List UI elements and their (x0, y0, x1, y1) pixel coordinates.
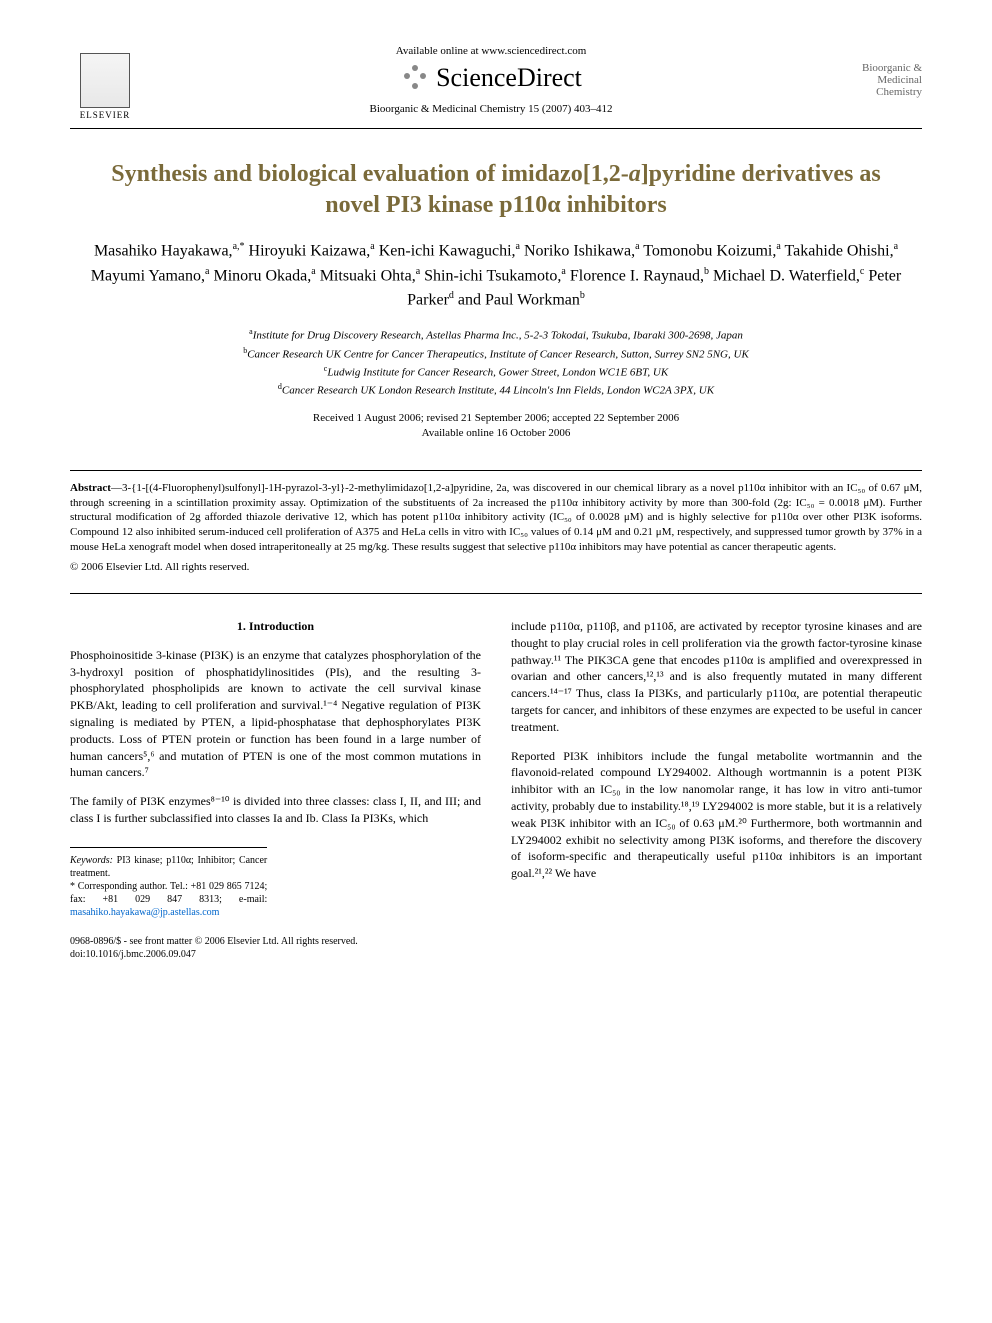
bottom-bar: 0968-0896/$ - see front matter © 2006 El… (70, 935, 922, 961)
body-p2: The family of PI3K enzymes⁸⁻¹⁰ is divide… (70, 793, 481, 827)
affiliation-d: Cancer Research UK London Research Insti… (282, 384, 714, 396)
elsevier-logo: ELSEVIER (70, 40, 140, 120)
corresponding-author: * Corresponding author. Tel.: +81 029 86… (70, 881, 267, 905)
authors-list: Masahiko Hayakawa,a,* Hiroyuki Kaizawa,a… (90, 239, 902, 312)
body-p1: Phosphoinositide 3-kinase (PI3K) is an e… (70, 647, 481, 781)
sciencedirect-logo: ScienceDirect (140, 63, 842, 93)
abstract-bottom-rule (70, 593, 922, 594)
affiliation-a: Institute for Drug Discovery Research, A… (253, 330, 743, 342)
header-rule (70, 128, 922, 129)
affiliations: aInstitute for Drug Discovery Research, … (70, 326, 922, 399)
issn-line: 0968-0896/$ - see front matter © 2006 El… (70, 935, 922, 948)
journal-name-box: Bioorganic & Medicinal Chemistry (842, 62, 922, 98)
elsevier-tree-icon (80, 53, 130, 108)
affiliation-b: Cancer Research UK Centre for Cancer The… (247, 348, 749, 360)
copyright-line: © 2006 Elsevier Ltd. All rights reserved… (70, 561, 922, 573)
available-online-text: Available online at www.sciencedirect.co… (140, 45, 842, 57)
received-date: Received 1 August 2006; revised 21 Septe… (70, 411, 922, 426)
online-date: Available online 16 October 2006 (70, 426, 922, 441)
body-p3: include p110α, p110β, and p110δ, are act… (511, 618, 922, 736)
abstract-top-rule (70, 470, 922, 471)
keywords-label: Keywords: (70, 855, 113, 866)
article-title: Synthesis and biological evaluation of i… (110, 159, 882, 221)
journal-line1: Bioorganic & (842, 62, 922, 74)
elsevier-label: ELSEVIER (80, 110, 131, 120)
journal-line3: Chemistry (842, 86, 922, 98)
left-column: 1. Introduction Phosphoinositide 3-kinas… (70, 618, 481, 919)
abstract: Abstract—3-{1-[(4-Fluorophenyl)sulfonyl]… (70, 481, 922, 555)
affiliation-c: Ludwig Institute for Cancer Research, Go… (327, 366, 668, 378)
body-columns: 1. Introduction Phosphoinositide 3-kinas… (70, 618, 922, 919)
sciencedirect-icon (400, 63, 430, 93)
footnotes: Keywords: PI3 kinase; p110α; Inhibitor; … (70, 847, 267, 919)
abstract-label: Abstract (70, 482, 111, 494)
page-header: ELSEVIER Available online at www.science… (70, 40, 922, 120)
journal-reference: Bioorganic & Medicinal Chemistry 15 (200… (140, 103, 842, 115)
doi-line: doi:10.1016/j.bmc.2006.09.047 (70, 948, 922, 961)
journal-line2: Medicinal (842, 74, 922, 86)
right-column: include p110α, p110β, and p110δ, are act… (511, 618, 922, 919)
section-1-heading: 1. Introduction (70, 618, 481, 635)
header-center: Available online at www.sciencedirect.co… (140, 45, 842, 115)
sciencedirect-text: ScienceDirect (436, 63, 582, 93)
abstract-text: —3-{1-[(4-Fluorophenyl)sulfonyl]-1H-pyra… (70, 482, 922, 553)
corresponding-email-link[interactable]: masahiko.hayakawa@jp.astellas.com (70, 907, 219, 918)
body-p4: Reported PI3K inhibitors include the fun… (511, 748, 922, 882)
article-dates: Received 1 August 2006; revised 21 Septe… (70, 411, 922, 442)
